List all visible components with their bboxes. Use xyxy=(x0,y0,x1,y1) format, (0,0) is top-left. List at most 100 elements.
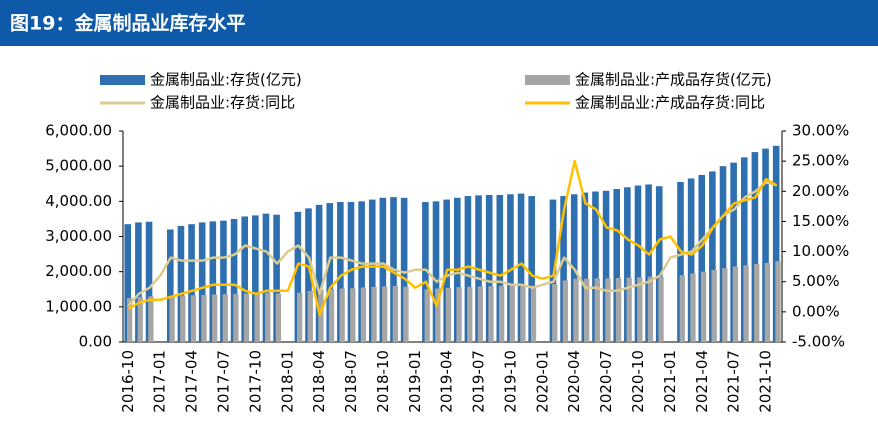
bar xyxy=(655,186,663,342)
bar xyxy=(517,193,525,342)
bar xyxy=(549,199,557,342)
bar xyxy=(496,195,504,342)
x-tick-label: 2017-10 xyxy=(246,350,264,413)
bar xyxy=(467,286,473,342)
x-tick-label: 2021-07 xyxy=(725,350,743,413)
x-tick-label: 2020-04 xyxy=(565,350,583,413)
bar xyxy=(124,224,132,342)
bar xyxy=(167,229,174,342)
y2-tick-label: 30.00% xyxy=(792,122,849,140)
bar xyxy=(241,216,248,342)
bar xyxy=(754,263,760,342)
bar xyxy=(530,285,537,342)
y2-tick-label: -5.00% xyxy=(792,333,845,351)
bar xyxy=(464,196,472,342)
bar xyxy=(456,287,462,342)
bar xyxy=(573,278,579,342)
bar xyxy=(371,286,377,342)
y-tick-label: 0.00 xyxy=(79,333,112,351)
chart-title: 图19：金属制品业库存水平 xyxy=(10,12,245,35)
y2-tick-label: 0.00% xyxy=(792,302,840,320)
bar xyxy=(520,285,526,342)
bar xyxy=(647,276,654,342)
bar xyxy=(305,208,312,342)
bar xyxy=(243,293,250,342)
bar xyxy=(477,286,484,342)
bar xyxy=(677,181,684,342)
y2-tick-label: 20.00% xyxy=(792,182,849,200)
bar xyxy=(435,288,441,342)
legend-label: 金属制品业:产成品存货:同比 xyxy=(575,94,765,112)
bar xyxy=(690,273,696,342)
bar xyxy=(711,269,717,342)
y2-tick-label: 15.00% xyxy=(792,212,849,230)
bar xyxy=(687,178,695,342)
bar xyxy=(637,277,643,342)
bar xyxy=(400,197,408,342)
bar xyxy=(220,220,227,342)
y-tick-label: 1,000.00 xyxy=(45,297,112,315)
bar xyxy=(679,275,685,342)
bar xyxy=(318,289,324,342)
bar xyxy=(775,261,781,342)
bar xyxy=(700,271,707,342)
bar xyxy=(626,277,632,342)
bar xyxy=(358,201,365,342)
x-tick-label: 2018-07 xyxy=(342,350,360,413)
bar xyxy=(180,295,186,342)
x-tick-label: 2021-04 xyxy=(693,350,711,413)
bar xyxy=(562,280,569,342)
legend-swatch xyxy=(100,75,145,85)
bar xyxy=(254,293,260,342)
bar xyxy=(645,184,652,342)
bar xyxy=(265,292,271,342)
bar xyxy=(347,202,355,342)
bar xyxy=(658,276,664,342)
bar xyxy=(698,174,706,342)
bar xyxy=(350,288,356,342)
bar xyxy=(634,185,642,342)
bar xyxy=(498,285,505,342)
bar xyxy=(135,222,142,342)
bar xyxy=(148,296,154,342)
line xyxy=(127,159,778,317)
x-tick-label: 2020-01 xyxy=(533,350,551,413)
bar xyxy=(222,294,228,342)
x-tick-label: 2020-10 xyxy=(629,350,647,413)
bar xyxy=(252,215,259,342)
legend-label: 金属制品业:存货:同比 xyxy=(150,94,295,112)
bar xyxy=(764,262,770,342)
legend-swatch xyxy=(525,75,570,85)
bar xyxy=(262,213,270,342)
bar xyxy=(594,278,600,342)
bar xyxy=(592,191,599,342)
bar xyxy=(382,286,388,342)
bar xyxy=(137,296,143,342)
bar xyxy=(190,295,197,342)
bar xyxy=(740,157,748,342)
x-tick-label: 2017-01 xyxy=(151,350,169,413)
bar xyxy=(230,218,238,342)
y2-tick-label: 10.00% xyxy=(792,242,849,260)
bar xyxy=(211,294,218,342)
bar xyxy=(201,294,207,342)
x-tick-label: 2016-10 xyxy=(119,350,137,413)
y-tick-label: 5,000.00 xyxy=(45,157,112,175)
bar xyxy=(605,278,611,342)
bar xyxy=(339,288,345,342)
bar xyxy=(432,201,440,342)
bar xyxy=(326,203,334,342)
bar xyxy=(709,171,716,342)
bar xyxy=(307,291,313,342)
bar xyxy=(294,211,302,342)
bar xyxy=(581,192,589,342)
x-tick-label: 2021-10 xyxy=(757,350,775,413)
bar xyxy=(422,202,429,342)
bar xyxy=(169,296,175,342)
bar xyxy=(188,224,195,342)
x-tick-label: 2018-10 xyxy=(374,350,392,413)
bar xyxy=(762,148,769,342)
y2-tick-label: 5.00% xyxy=(792,272,840,290)
bar xyxy=(552,283,558,342)
